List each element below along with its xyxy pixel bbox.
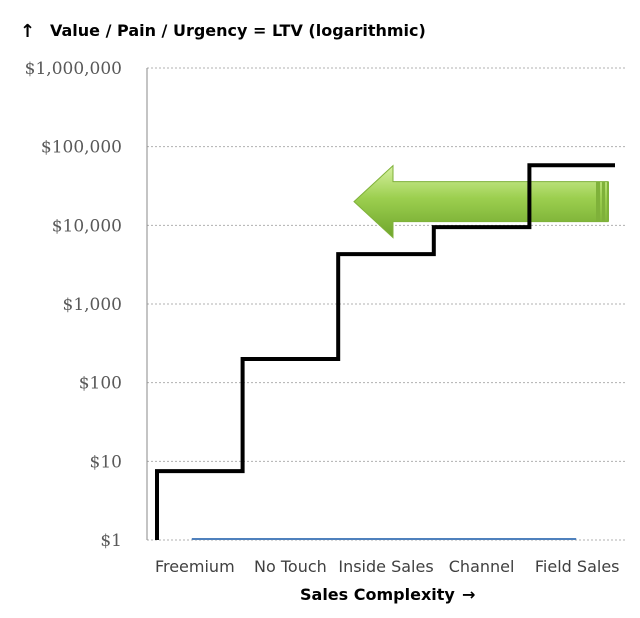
x-axis-arrow: → xyxy=(462,585,475,604)
arrow-stripe xyxy=(596,181,600,222)
y-tick-label: $1,000 xyxy=(63,295,122,315)
x-tick-label: Channel xyxy=(449,557,515,576)
x-axis-label: Sales Complexity xyxy=(300,585,455,604)
y-tick-label: $100 xyxy=(79,374,122,394)
y-axis-ticks: $1 $10 $100 $1,000 $10,000 $100,000 $1,000,000 xyxy=(25,59,122,551)
series-lines xyxy=(155,163,615,540)
y-tick-label: $1 xyxy=(100,531,122,551)
title-arrow: ↑ xyxy=(20,21,35,42)
chart-title-text: Value / Pain / Urgency = LTV (logarithmi… xyxy=(50,21,426,40)
x-axis-title: Sales Complexity → xyxy=(300,585,475,604)
arrow-stripe xyxy=(602,181,605,222)
arrow-annotation xyxy=(353,164,609,239)
x-axis-ticks: Freemium No Touch Inside Sales Channel Field… xyxy=(155,557,620,576)
chart-title: ↑ Value / Pain / Urgency = LTV (logarith… xyxy=(20,21,426,42)
y-tick-label: $1,000,000 xyxy=(25,59,122,79)
x-tick-label: Freemium xyxy=(155,557,235,576)
x-tick-label: Inside Sales xyxy=(338,557,433,576)
arrow-stripe xyxy=(607,181,609,222)
ltv-step-line xyxy=(155,163,615,540)
x-tick-label: Field Sales xyxy=(535,557,620,576)
y-tick-label: $10 xyxy=(90,452,122,472)
y-tick-label: $100,000 xyxy=(41,138,122,158)
y-tick-label: $10,000 xyxy=(52,216,122,236)
x-tick-label: No Touch xyxy=(254,557,327,576)
